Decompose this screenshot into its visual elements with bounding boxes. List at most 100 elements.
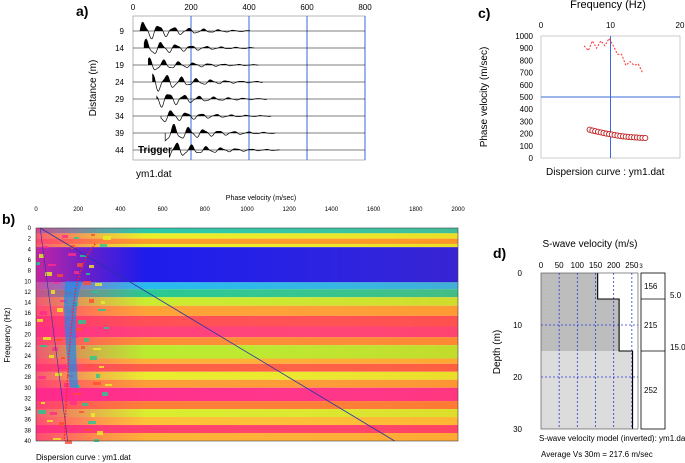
panel-b-shading bbox=[36, 228, 458, 441]
panel-b-y-tick-label: 6 bbox=[28, 258, 32, 264]
panel-c-y-tick-label: 0 bbox=[529, 154, 534, 163]
panel-b-x-tick-label: 1000 bbox=[240, 207, 254, 213]
panel-d-layer-velocity: 215 bbox=[644, 321, 658, 330]
panel-d-x-tick-label: 3 bbox=[639, 264, 643, 270]
panel-b-y-tick-label: 2 bbox=[28, 237, 32, 243]
panel-a-x-tick-label: 400 bbox=[242, 3, 256, 12]
panel-d-x-tick-label: 250 bbox=[625, 261, 639, 270]
panel-c-x-ticks: 0 10 20 bbox=[539, 21, 685, 30]
panel-a-trigger-annotation: Trigger bbox=[138, 145, 172, 156]
panel-b-x-tick-label: 200 bbox=[73, 207, 84, 213]
panel-a-trace bbox=[143, 38, 255, 54]
panel-b-y-tick-label: 34 bbox=[24, 407, 31, 413]
panel-a-y-tick-label: 39 bbox=[115, 129, 124, 138]
panel-a-trace bbox=[148, 57, 259, 71]
panel-c-gridlines bbox=[541, 36, 680, 158]
panel-d-plot bbox=[540, 272, 666, 430]
panel-c-y-tick-label: 800 bbox=[520, 56, 534, 65]
panel-b-dispersion-curve bbox=[63, 243, 96, 442]
panel-b-y-tick-label: 8 bbox=[28, 269, 32, 275]
panel-b-y-tick-label: 26 bbox=[24, 364, 31, 370]
panel-a-label: a) bbox=[76, 3, 88, 19]
panel-c-y-axis-label: Phase velocity (m/sec) bbox=[479, 47, 490, 148]
panel-a-y-tick-label: 44 bbox=[115, 146, 124, 155]
panel-c-y-tick-label: 300 bbox=[520, 117, 534, 126]
panel-c-y-tick-label: 600 bbox=[520, 81, 534, 90]
panel-a: a) Distance (m) 0 200 400 600 800 9 14 19 24 29 3… bbox=[76, 3, 372, 180]
panel-d: d) S-wave velocity (m/s) 0 50 100 150 200 250… bbox=[492, 239, 685, 459]
panel-b-y-tick-label: 12 bbox=[24, 290, 31, 296]
panel-a-trace-fill bbox=[152, 74, 263, 82]
panel-b-y-tick-label: 4 bbox=[28, 247, 32, 253]
panel-d-depth-label: 15.0 bbox=[670, 343, 685, 352]
panel-d-velocity-profile bbox=[597, 273, 634, 429]
panel-b-x-tick-label: 1600 bbox=[367, 207, 381, 213]
panel-a-trace bbox=[139, 21, 251, 40]
panel-a-x-ticks: 0 200 400 600 800 bbox=[131, 3, 372, 12]
panel-d-x-tick-label: 0 bbox=[539, 261, 544, 270]
panel-b-x-ticks: 0 200 400 600 800 1000 1200 1400 1600 1800 2000 bbox=[34, 207, 465, 213]
panel-a-traces bbox=[133, 21, 365, 158]
panel-c-point bbox=[642, 134, 649, 142]
panel-b-x-tick-label: 2000 bbox=[451, 207, 465, 213]
panel-b-y-tick-label: 22 bbox=[24, 343, 31, 349]
panel-d-y-tick-label: 10 bbox=[513, 321, 522, 330]
panel-a-y-tick-label: 19 bbox=[115, 61, 124, 70]
panel-a-trace-fill bbox=[169, 143, 280, 150]
panel-a-x-tick-label: 0 bbox=[131, 3, 136, 12]
panel-c-y-tick-label: 400 bbox=[520, 105, 534, 114]
panel-d-layer-velocity: 156 bbox=[644, 282, 658, 291]
panel-b-y-tick-label: 14 bbox=[24, 301, 31, 307]
panel-b: b) Phase velocity (m/sec) 0 200 400 600 800 1… bbox=[2, 195, 465, 462]
panel-b-x-tick-label: 800 bbox=[200, 207, 211, 213]
panel-d-y-tick-label: 0 bbox=[518, 269, 523, 278]
panel-a-y-tick-label: 24 bbox=[115, 78, 124, 87]
panel-b-y-tick-label: 10 bbox=[24, 279, 31, 285]
panel-b-y-tick-label: 28 bbox=[24, 375, 31, 381]
panel-a-trace bbox=[169, 142, 280, 158]
panel-b-y-tick-label: 32 bbox=[24, 396, 31, 402]
panel-d-depth-label: 5.0 bbox=[670, 291, 682, 300]
panel-b-title: Phase velocity (m/sec) bbox=[226, 195, 296, 202]
panel-d-label: d) bbox=[493, 245, 506, 261]
panel-b-diagonal-line bbox=[40, 227, 395, 442]
panel-b-y-tick-label: 30 bbox=[24, 386, 31, 392]
panel-a-x-tick-label: 200 bbox=[184, 3, 198, 12]
panel-c-caption: Dispersion curve : ym1.dat bbox=[546, 167, 665, 178]
panel-a-y-tick-label: 9 bbox=[120, 27, 125, 36]
panel-a-trace bbox=[160, 110, 272, 123]
panel-b-x-tick-label: 1800 bbox=[409, 207, 423, 213]
panel-b-diagonal-line bbox=[39, 227, 68, 442]
panel-c-dashed-curve-line bbox=[583, 37, 643, 73]
panel-d-y-tick-label: 20 bbox=[513, 373, 522, 382]
panel-c: c) Frequency (Hz) 0 10 20 Phase velocity (… bbox=[478, 0, 685, 178]
panel-b-heatmap bbox=[35, 227, 459, 444]
panel-d-x-tick-label: 200 bbox=[607, 261, 621, 270]
panel-a-y-axis-label: Distance (m) bbox=[88, 60, 99, 117]
panel-b-y-tick-label: 36 bbox=[24, 418, 31, 424]
panel-d-x-tick-label: 100 bbox=[571, 261, 585, 270]
panel-d-y-tick-label: 30 bbox=[513, 425, 522, 434]
panel-a-trace bbox=[152, 73, 263, 92]
panel-b-y-tick-label: 18 bbox=[24, 322, 31, 328]
panel-b-x-tick-label: 0 bbox=[34, 207, 38, 213]
panel-a-trace bbox=[164, 123, 276, 142]
panel-c-x-tick-label: 10 bbox=[606, 21, 615, 30]
panel-d-average: Average Vs 30m = 217.6 m/sec bbox=[541, 450, 653, 459]
panel-d-layer-labels: 156 215 252 5.0 15.0 bbox=[644, 282, 685, 395]
panel-a-y-tick-label: 14 bbox=[115, 44, 124, 53]
panel-a-y-ticks: 9 14 19 24 29 34 39 44 bbox=[115, 27, 124, 155]
panel-c-y-tick-label: 100 bbox=[520, 142, 534, 151]
panel-d-y-ticks: 0 10 20 30 bbox=[513, 269, 522, 434]
panel-b-caption: Dispersion curve : ym1.dat bbox=[36, 453, 131, 462]
panel-b-y-tick-label: 40 bbox=[24, 439, 31, 445]
panel-a-y-tick-label: 29 bbox=[115, 95, 124, 104]
panel-b-label: b) bbox=[2, 211, 15, 227]
panel-b-x-tick-label: 1200 bbox=[283, 207, 297, 213]
panel-d-y-axis-label: Depth (m) bbox=[492, 330, 503, 374]
panel-d-title: S-wave velocity (m/s) bbox=[542, 239, 637, 250]
panel-b-y-tick-label: 38 bbox=[24, 428, 31, 434]
panel-a-y-tick-label: 34 bbox=[115, 112, 124, 121]
